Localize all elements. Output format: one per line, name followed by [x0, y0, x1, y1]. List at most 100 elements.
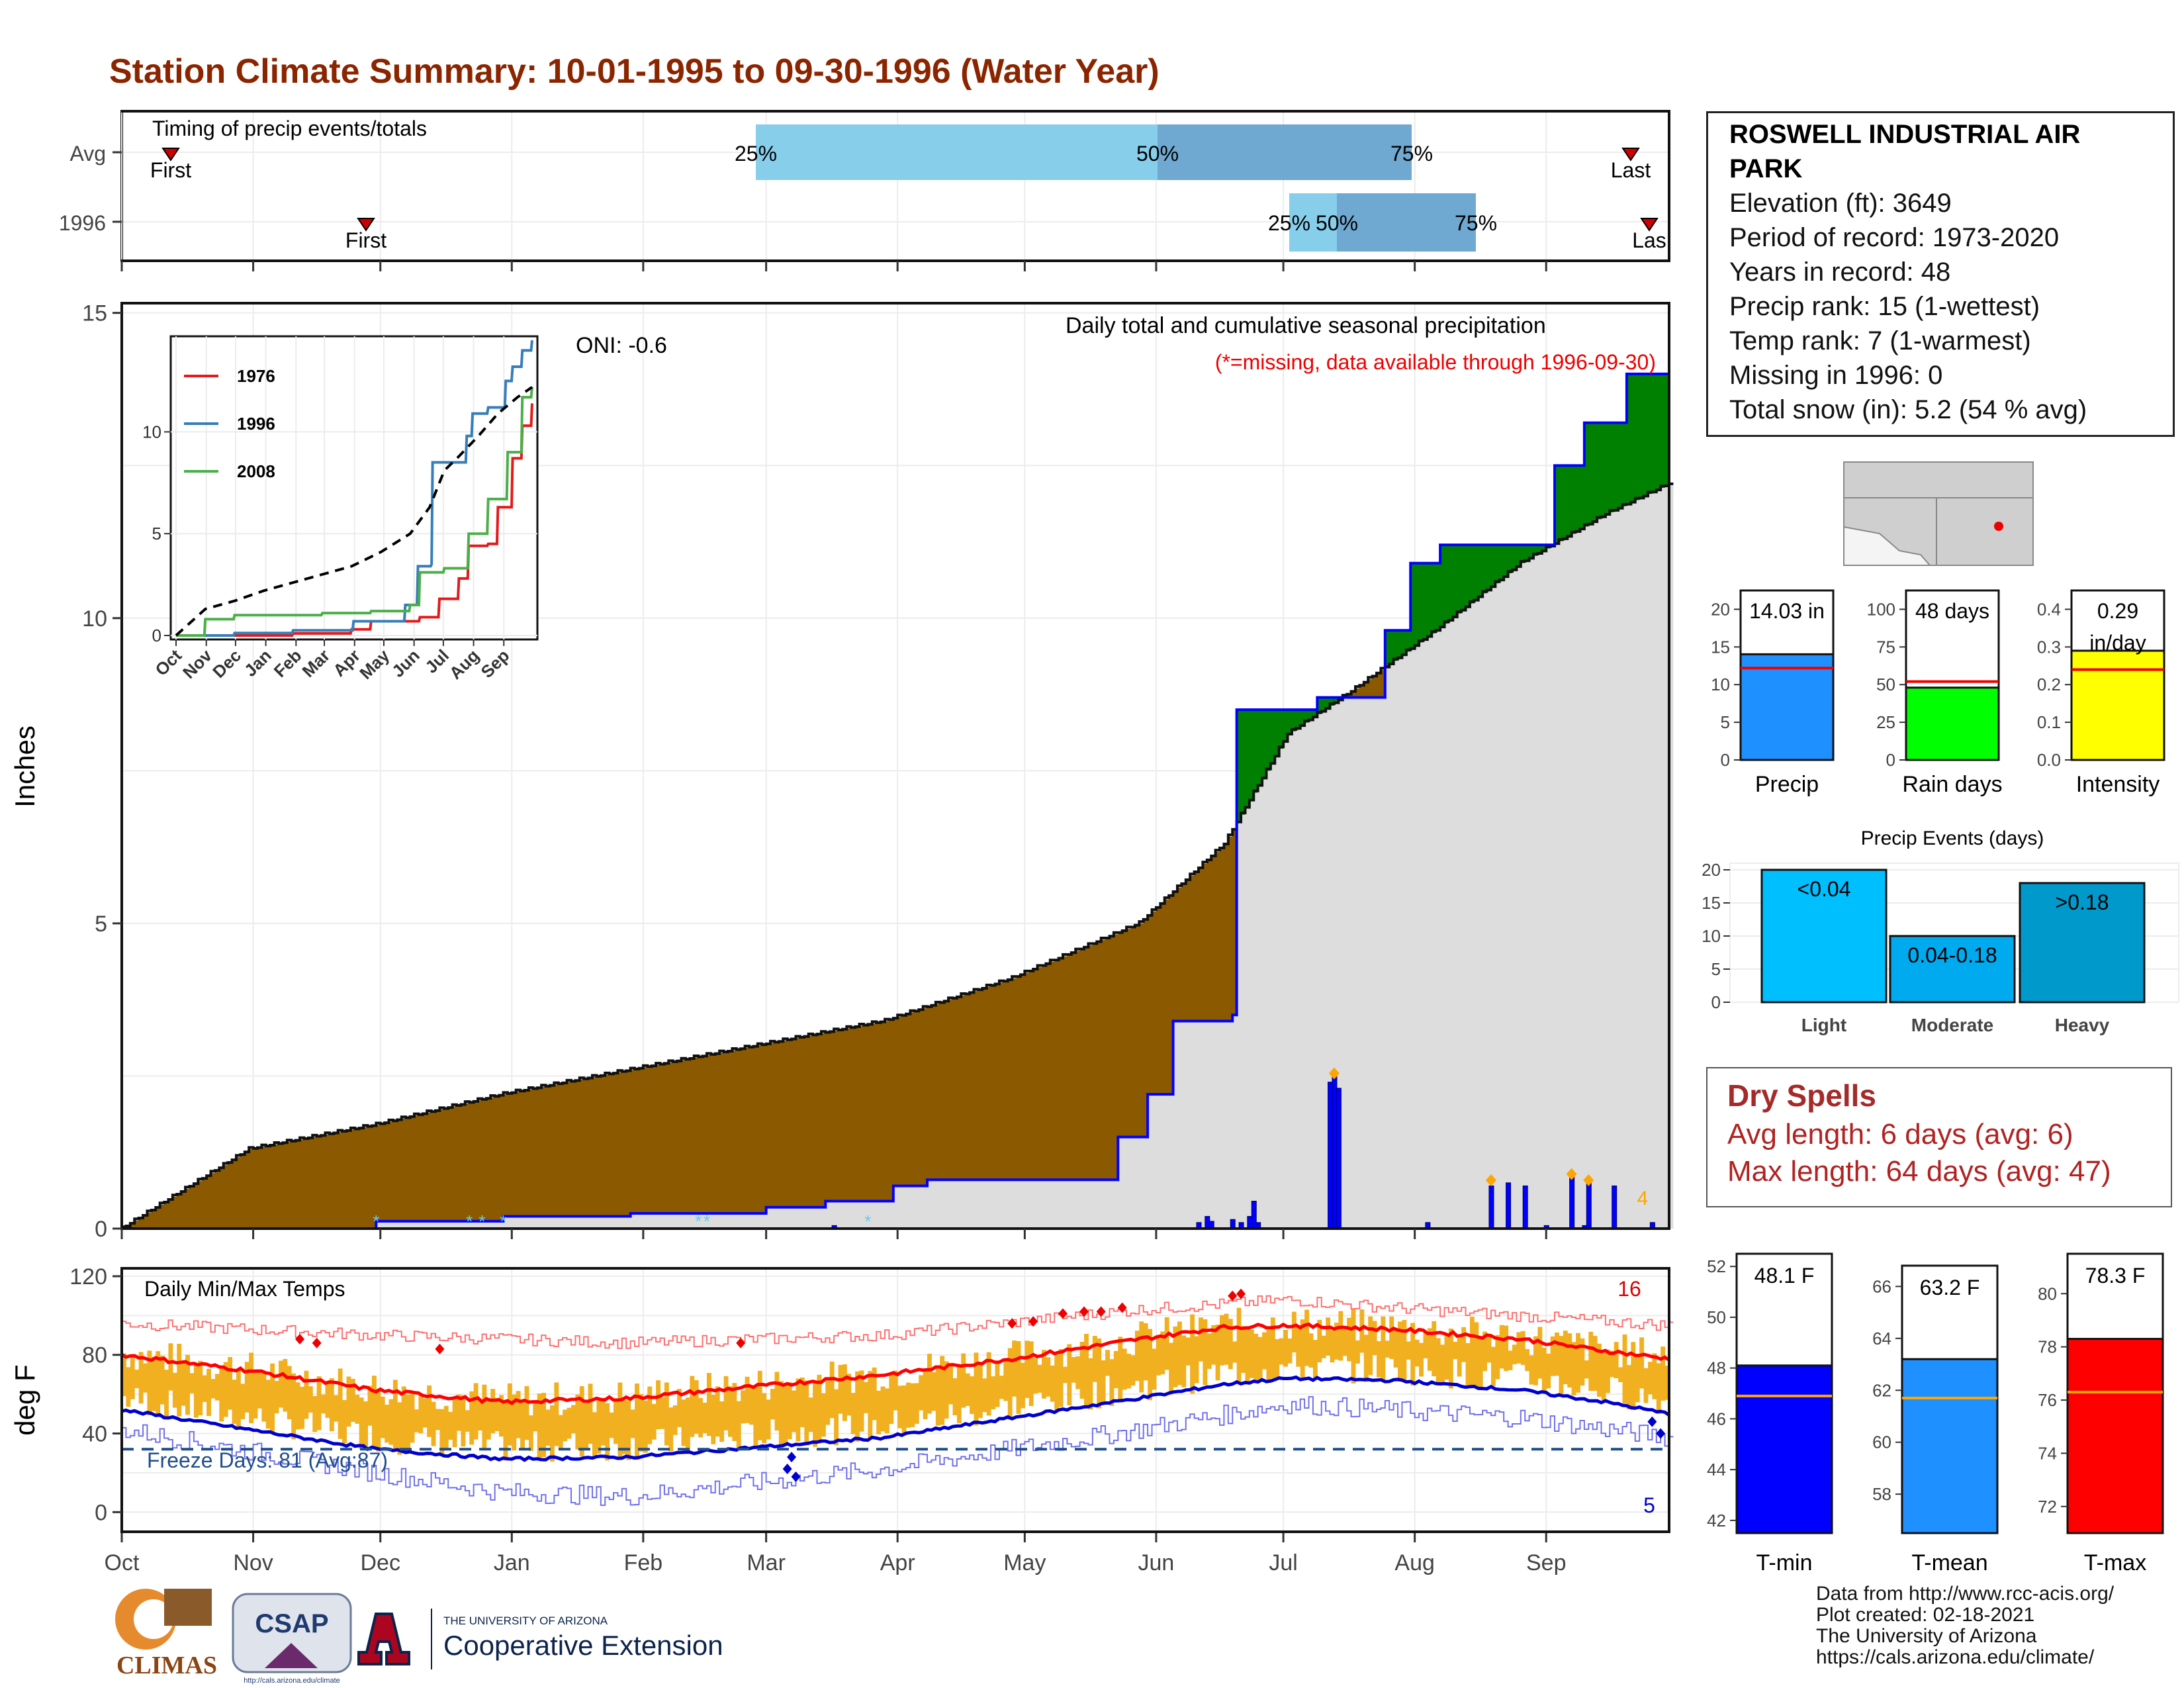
- freeze-days-label: Freeze Days: 81 (Avg:87): [147, 1448, 388, 1472]
- daily-temp-bar: [1461, 1327, 1467, 1362]
- daily-temp-bar: [1105, 1350, 1110, 1376]
- daily-temp-bar: [1626, 1365, 1631, 1410]
- daily-temp-bar: [499, 1395, 504, 1437]
- daily-temp-bar: [702, 1402, 707, 1433]
- daily-temp-bar: [1423, 1332, 1428, 1358]
- daily-temp-bar: [952, 1378, 958, 1415]
- daily-temp-bar: [1097, 1338, 1102, 1409]
- daily-temp-bar: [727, 1386, 733, 1437]
- mini-chart-tick: 0.1: [2037, 712, 2061, 732]
- inset-series-1976: [176, 403, 533, 637]
- daily-temp-bar: [1592, 1336, 1598, 1391]
- daily-temp-bar: [668, 1407, 674, 1452]
- temp-mini-tick: 50: [1707, 1307, 1726, 1327]
- daily-temp-bar: [371, 1376, 377, 1448]
- daily-temp-bar: [1495, 1335, 1500, 1380]
- record-high-marker: [1228, 1290, 1238, 1301]
- daily-temp-bar: [397, 1402, 402, 1455]
- daily-temp-bar: [427, 1385, 432, 1437]
- daily-temp-bar: [965, 1373, 970, 1406]
- temp-mini-tick: 74: [2038, 1443, 2057, 1463]
- mini-chart-tick: 25: [1876, 712, 1895, 732]
- daily-temp-bar: [770, 1388, 775, 1420]
- daily-precip-bar: [1336, 1088, 1342, 1229]
- daily-temp-bar: [813, 1381, 817, 1447]
- daily-temp-bar: [817, 1374, 822, 1444]
- daily-temp-bar: [685, 1397, 690, 1452]
- daily-temp-bar: [753, 1387, 758, 1449]
- daily-temp-bar: [329, 1378, 334, 1432]
- daily-temp-bar: [1474, 1322, 1479, 1389]
- daily-temp-bar: [1664, 1366, 1670, 1400]
- daily-temp-bar: [621, 1399, 627, 1454]
- daily-temp-bar: [1037, 1364, 1042, 1393]
- heavy-precip-marker: [1583, 1174, 1594, 1186]
- daily-temp-bar: [1275, 1339, 1280, 1379]
- daily-temp-bar: [1537, 1327, 1543, 1379]
- daily-temp-bar: [1063, 1366, 1068, 1383]
- record-high-marker: [435, 1343, 445, 1354]
- mini-chart-tick: 0.4: [2037, 599, 2061, 619]
- daily-precip-bar: [1506, 1182, 1512, 1229]
- daily-temp-bar: [1377, 1341, 1381, 1378]
- precip-ytick-label: 0: [95, 1217, 107, 1242]
- daily-temp-bar: [1190, 1314, 1195, 1394]
- daily-temp-bar: [672, 1405, 678, 1435]
- daily-temp-bar: [914, 1383, 919, 1424]
- daily-temp-bar: [1406, 1341, 1411, 1360]
- daily-temp-bar: [940, 1356, 945, 1425]
- daily-temp-bar: [189, 1373, 195, 1393]
- timing-avg-50-75-bar: [1158, 124, 1412, 180]
- daily-temp-bar: [635, 1383, 639, 1460]
- daily-temp-bar: [1584, 1360, 1589, 1379]
- record-high-marker: [1117, 1302, 1127, 1313]
- mini-chart-tick: 20: [1711, 599, 1730, 619]
- daily-temp-bar: [164, 1370, 169, 1419]
- daily-temp-bar: [1058, 1349, 1064, 1407]
- snow-marker: *: [864, 1211, 871, 1231]
- daily-temp-bar: [1075, 1356, 1081, 1389]
- mini-chart-value: 0.29: [2097, 599, 2138, 623]
- daily-temp-bar: [584, 1403, 589, 1449]
- events-tick: 5: [1711, 959, 1721, 979]
- daily-temp-bar: [147, 1350, 152, 1416]
- temp-mini-tick: 58: [1872, 1484, 1891, 1504]
- daily-temp-bar: [1347, 1317, 1352, 1362]
- mini-chart-value: 48 days: [1915, 599, 1989, 623]
- daily-temp-bar: [1270, 1317, 1275, 1379]
- daily-temp-bar: [1381, 1316, 1386, 1380]
- daily-temp-bar: [1312, 1340, 1318, 1380]
- daily-temp-bar: [1177, 1321, 1182, 1385]
- daily-temp-bar: [1300, 1319, 1305, 1378]
- temp-mini-tick: 62: [1872, 1380, 1891, 1400]
- above-average-surplus-area: [1236, 373, 1669, 822]
- events-tick: 0: [1711, 992, 1721, 1012]
- daily-temp-bar: [177, 1343, 182, 1417]
- daily-temp-bar: [181, 1363, 186, 1406]
- timing-panel: Timing of precip events/totals Avg 1996 …: [59, 110, 1670, 262]
- daily-temp-bar: [1631, 1342, 1636, 1410]
- daily-temp-bar: [876, 1390, 882, 1434]
- record-low-marker: [1647, 1416, 1657, 1427]
- daily-temp-bar: [1160, 1331, 1165, 1375]
- daily-temp-bar: [579, 1386, 584, 1456]
- daily-temp-bar: [478, 1399, 482, 1431]
- temp-title: Daily Min/Max Temps: [144, 1277, 345, 1301]
- daily-temp-bar: [1490, 1346, 1496, 1386]
- daily-temp-bar: [1245, 1329, 1250, 1382]
- month-label-apr: Apr: [880, 1550, 915, 1575]
- daily-temp-bar: [202, 1375, 207, 1402]
- daily-temp-bar: [567, 1407, 572, 1439]
- daily-temp-bar: [300, 1386, 304, 1429]
- snow-marker: *: [466, 1211, 473, 1231]
- daily-temp-bar: [512, 1394, 517, 1451]
- daily-temp-bar: [422, 1398, 428, 1428]
- daily-temp-bar: [1046, 1357, 1051, 1397]
- daily-temp-bar: [1257, 1336, 1263, 1380]
- daily-temp-bar: [1296, 1327, 1301, 1367]
- month-label-nov: Nov: [233, 1550, 273, 1575]
- inset-series-average: [175, 386, 533, 637]
- heavy-precip-marker: [1485, 1174, 1496, 1186]
